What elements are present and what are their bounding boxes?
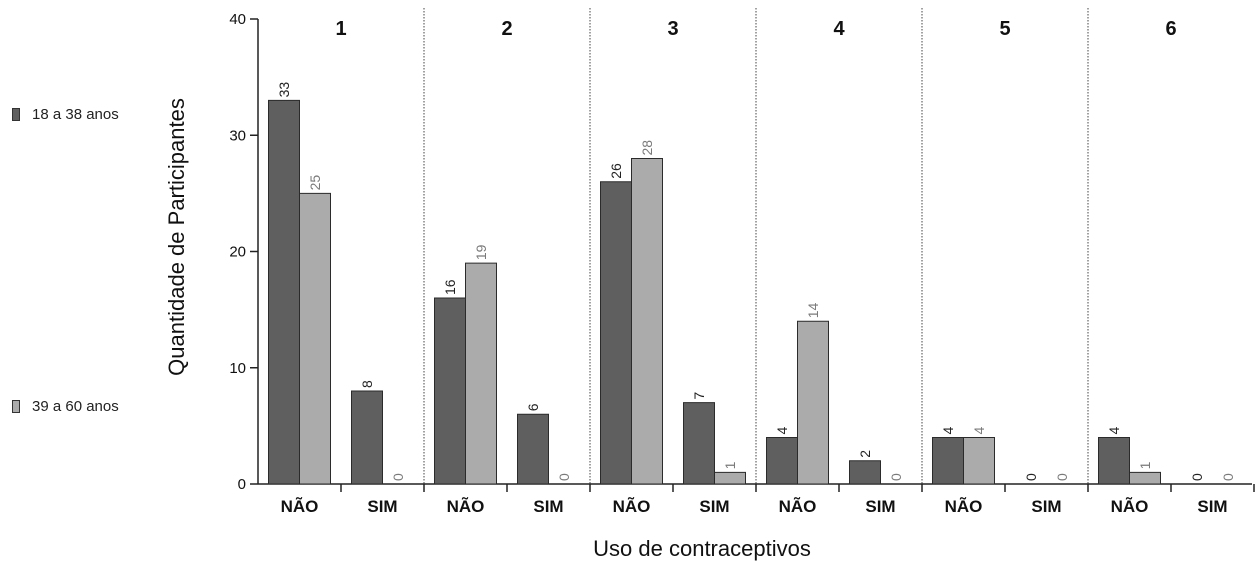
data-label-4-nao-s2: 14 xyxy=(805,302,821,318)
y-tick-label-0: 0 xyxy=(238,476,246,493)
y-tick-label-2: 20 xyxy=(229,244,246,261)
bar-4-nao-s1 xyxy=(766,437,798,485)
category-label-1-sim: SIM xyxy=(367,497,397,516)
group-label-6: 6 xyxy=(1165,18,1176,40)
category-label-5-sim: SIM xyxy=(1031,497,1061,516)
data-label-6-sim-s1: 0 xyxy=(1189,473,1205,481)
data-label-4-sim-s2: 0 xyxy=(888,473,904,481)
category-label-4-nao: NÃO xyxy=(779,496,817,516)
category-label-3-nao: NÃO xyxy=(613,496,651,516)
bar-2-sim-s1 xyxy=(517,413,549,485)
category-label-5-nao: NÃO xyxy=(945,496,983,516)
data-label-5-nao-s2: 4 xyxy=(971,427,987,435)
bar-2-nao-s1 xyxy=(434,297,466,485)
group-label-1: 1 xyxy=(335,18,346,40)
group-label-3: 3 xyxy=(667,18,678,40)
y-axis-title: Quantidade de Participantes xyxy=(164,98,189,376)
bar-4-sim-s1 xyxy=(849,460,881,485)
bar-5-nao-s2 xyxy=(963,437,995,485)
group-label-2: 2 xyxy=(501,18,512,40)
data-label-2-nao-s2: 19 xyxy=(473,244,489,260)
bar-1-sim-s1 xyxy=(351,390,383,485)
data-label-1-sim-s2: 0 xyxy=(390,473,406,481)
bar-1-nao-s2 xyxy=(299,192,331,485)
category-label-3-sim: SIM xyxy=(699,497,729,516)
bar-3-sim-s2 xyxy=(714,471,746,485)
data-label-5-nao-s1: 4 xyxy=(940,427,956,435)
data-label-3-nao-s1: 26 xyxy=(608,163,624,179)
category-label-4-sim: SIM xyxy=(865,497,895,516)
group-label-5: 5 xyxy=(999,18,1010,40)
bar-1-nao-s1 xyxy=(268,99,300,485)
data-label-3-nao-s2: 28 xyxy=(639,140,655,156)
bar-6-nao-s1 xyxy=(1098,437,1130,485)
data-label-2-nao-s1: 16 xyxy=(442,279,458,295)
legend-swatch-series-1 xyxy=(12,108,20,121)
data-label-1-nao-s1: 33 xyxy=(276,82,292,98)
bar-3-nao-s1 xyxy=(600,181,632,485)
x-axis-title: Uso de contraceptivos xyxy=(593,536,811,561)
data-label-6-nao-s1: 4 xyxy=(1106,427,1122,435)
category-label-2-nao: NÃO xyxy=(447,496,485,516)
bar-2-nao-s2 xyxy=(465,262,497,485)
legend-item-series-1: 18 a 38 anos xyxy=(12,106,119,123)
data-label-4-sim-s1: 2 xyxy=(857,450,873,458)
data-label-3-sim-s2: 1 xyxy=(722,461,738,469)
data-label-5-sim-s1: 0 xyxy=(1023,473,1039,481)
data-label-6-sim-s2: 0 xyxy=(1220,473,1236,481)
data-label-6-nao-s2: 1 xyxy=(1137,461,1153,469)
bar-6-nao-s2 xyxy=(1129,471,1161,485)
legend-swatch-series-2 xyxy=(12,400,20,413)
data-label-1-nao-s2: 25 xyxy=(307,175,323,191)
y-tick-label-1: 10 xyxy=(229,360,246,377)
group-label-4: 4 xyxy=(833,18,845,40)
category-label-2-sim: SIM xyxy=(533,497,563,516)
data-label-1-sim-s1: 8 xyxy=(359,380,375,388)
bar-3-nao-s2 xyxy=(631,158,663,485)
data-label-3-sim-s1: 7 xyxy=(691,392,707,400)
data-label-5-sim-s2: 0 xyxy=(1054,473,1070,481)
data-label-2-sim-s1: 6 xyxy=(525,403,541,411)
data-label-4-nao-s1: 4 xyxy=(774,427,790,435)
category-label-1-nao: NÃO xyxy=(281,496,319,516)
bar-5-nao-s1 xyxy=(932,437,964,485)
data-label-2-sim-s2: 0 xyxy=(556,473,572,481)
legend-label-series-1: 18 a 38 anos xyxy=(32,106,119,123)
y-tick-label-4: 40 xyxy=(229,11,246,28)
legend-item-series-2: 39 a 60 anos xyxy=(12,398,119,415)
bar-4-nao-s2 xyxy=(797,320,829,485)
bar-3-sim-s1 xyxy=(683,402,715,485)
category-label-6-nao: NÃO xyxy=(1111,496,1149,516)
y-tick-label-3: 30 xyxy=(229,127,246,144)
category-label-6-sim: SIM xyxy=(1197,497,1227,516)
legend-label-series-2: 39 a 60 anos xyxy=(32,398,119,415)
